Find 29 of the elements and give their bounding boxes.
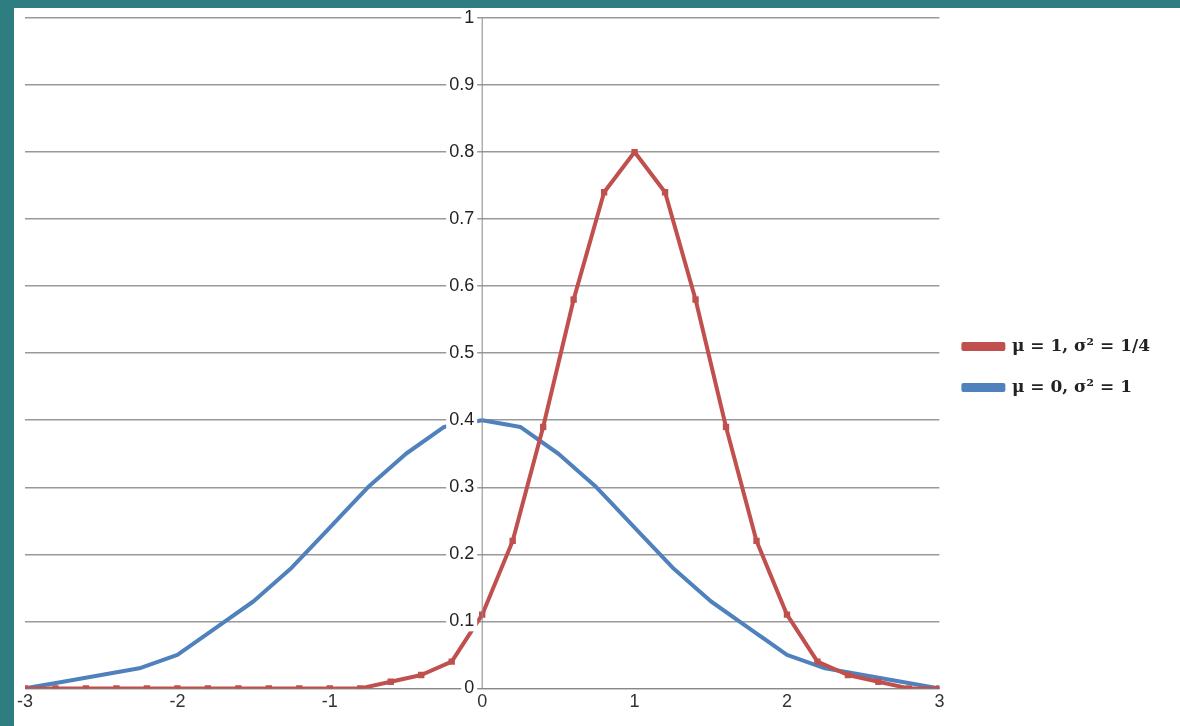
x-tick-label: -3	[16, 691, 34, 712]
y-tick-label: 0.9	[449, 74, 475, 95]
point	[570, 296, 577, 303]
point	[448, 658, 455, 665]
point	[783, 611, 791, 618]
y-tick-label: 0.2	[449, 543, 475, 564]
point	[692, 296, 699, 303]
y-tick-label: 0.6	[449, 275, 475, 296]
point	[753, 537, 760, 545]
point	[631, 148, 638, 156]
x-tick-label: -2	[169, 691, 186, 712]
x-tick-label: 3	[934, 691, 945, 712]
point	[509, 537, 516, 545]
y-tick-label: 0	[464, 677, 475, 698]
x-tick-label: 2	[781, 691, 792, 712]
x-tick-label: -1	[321, 691, 338, 712]
y-tick-label: 1	[464, 6, 475, 27]
legend-label: μ = 1, σ² = 1/4	[1011, 334, 1151, 355]
y-tick-label: 0.3	[449, 476, 475, 497]
y-tick-label: 0.4	[449, 409, 475, 430]
point	[814, 658, 821, 665]
x-tick-label: 0	[477, 691, 488, 712]
y-tick-label: 0.5	[449, 342, 475, 363]
y-tick-label: 0.8	[449, 141, 475, 162]
point	[875, 678, 882, 685]
y-tick-label: 0.1	[449, 610, 475, 631]
x-tick-label: 1	[629, 691, 640, 712]
legend-label: μ = 0, σ² = 1	[1011, 375, 1132, 396]
y-tick-label: 0.7	[449, 208, 475, 229]
